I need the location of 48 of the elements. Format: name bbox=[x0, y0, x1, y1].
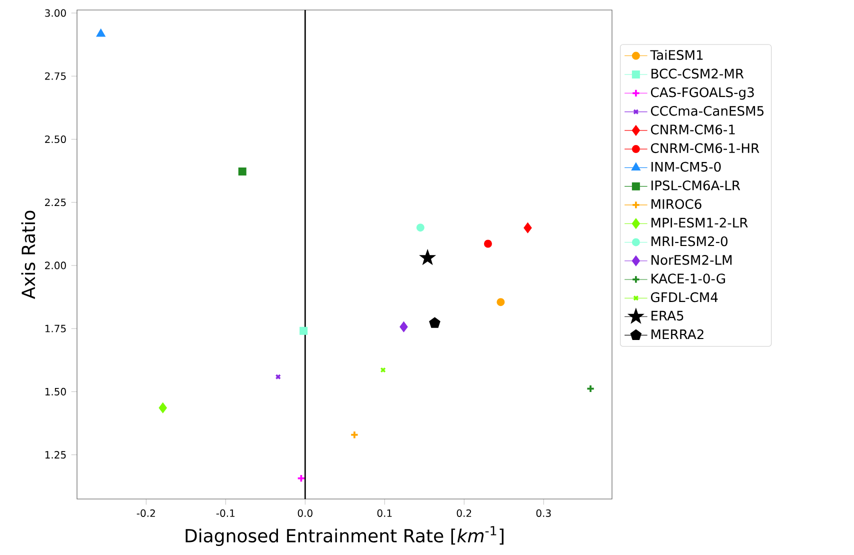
legend-label: MRI-ESM2-0 bbox=[652, 236, 728, 246]
x-tick-label: -0.1 bbox=[216, 509, 234, 517]
x-tick-label: 0.1 bbox=[377, 509, 392, 517]
legend-label: INM-CM5-0 bbox=[652, 162, 721, 172]
legend-label: CAS-FGOALS-g3 bbox=[650, 87, 754, 100]
legend-label: CCCma-CanESM5 bbox=[650, 106, 764, 116]
y-tick-label: 1.75 bbox=[45, 324, 66, 332]
y-axis-title: Axis Ratio bbox=[21, 210, 36, 299]
point bbox=[484, 240, 492, 248]
legend-label: MPI-ESM1-2-LR bbox=[652, 218, 748, 228]
legend-label: IPSL-CM6A-LR bbox=[652, 180, 740, 190]
point bbox=[586, 384, 595, 393]
legend-label: CNRM-CM6-1 bbox=[650, 124, 735, 134]
y-tick-label: 1.50 bbox=[45, 388, 66, 396]
point bbox=[429, 317, 440, 328]
point bbox=[380, 367, 386, 373]
point bbox=[496, 298, 505, 306]
point bbox=[296, 474, 306, 483]
x-tick-label: 0.3 bbox=[536, 509, 551, 517]
point bbox=[420, 250, 434, 264]
point bbox=[275, 374, 281, 380]
point bbox=[96, 29, 106, 37]
y-tick-label: 2.50 bbox=[45, 135, 66, 144]
legend-label: MIROC6 bbox=[652, 199, 702, 209]
legend-label: CNRM-CM6-1-HR bbox=[650, 143, 760, 154]
y-tick-label: 3.00 bbox=[45, 9, 66, 17]
point bbox=[524, 222, 532, 233]
point bbox=[400, 322, 408, 332]
legend-label: BCC-CSM2-MR bbox=[652, 68, 744, 79]
point bbox=[158, 402, 167, 413]
point bbox=[350, 430, 359, 440]
y-tick-label: 1.25 bbox=[45, 451, 66, 459]
x-tick-label: 0.0 bbox=[298, 509, 312, 517]
point bbox=[238, 168, 246, 176]
legend-label: MERRA2 bbox=[652, 329, 704, 340]
legend-label: TaiESM1 bbox=[650, 50, 703, 60]
legend-label: KACE-1-0-G bbox=[652, 274, 725, 284]
y-tick-label: 2.25 bbox=[45, 198, 66, 206]
point bbox=[416, 224, 424, 232]
y-tick-label: 2.75 bbox=[45, 72, 66, 80]
legend-label: ERA5 bbox=[652, 310, 684, 321]
point bbox=[300, 326, 308, 335]
x-tick-label: 0.2 bbox=[456, 509, 472, 517]
y-tick-label: 2.00 bbox=[45, 262, 66, 270]
legend-label: GFDL-CM4 bbox=[650, 292, 718, 302]
x-tick-label: -0.2 bbox=[136, 509, 155, 517]
x-axis-title: Diagnosed Entrainment Rate [km$^{-1}$] bbox=[186, 526, 504, 546]
legend-label: NorESM2-LM bbox=[652, 254, 732, 265]
